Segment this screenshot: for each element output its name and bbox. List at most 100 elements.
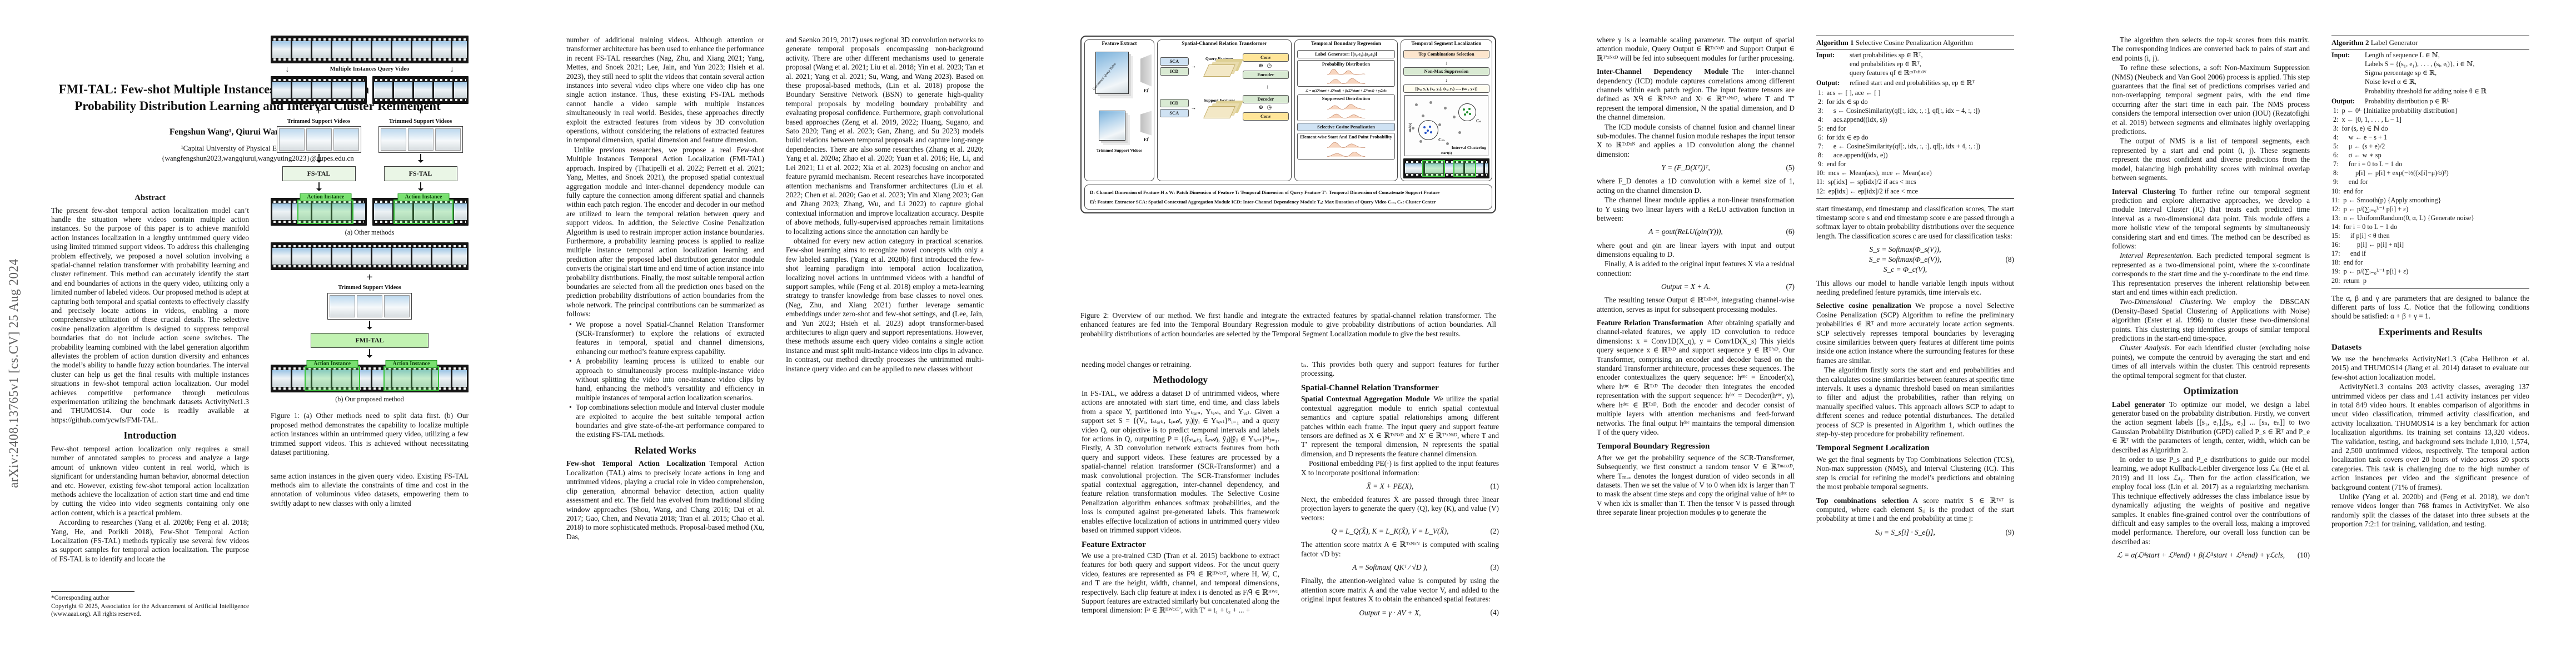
runin-text: The inter-channel dependency (ICD) modul…: [1597, 67, 1795, 122]
algorithm-output-line: Probability distribution p ∈ ℝᴸ: [2365, 97, 2450, 105]
algorithm-1-lines: 1: acs ← [ ], ace ← [ ] 2: for idx ∈ sp …: [1816, 88, 2014, 196]
equation-number: (10): [2297, 550, 2310, 559]
support-extract-row: E𝑓: [1087, 107, 1152, 146]
suppressed-distribution-label: Suppressed Distribution: [1322, 96, 1371, 101]
plus-icon: +: [366, 271, 373, 284]
query-video-stack: Untrimmed Query Video: [1092, 52, 1129, 94]
abstract-text: The present few-shot temporal action loc…: [51, 206, 249, 424]
footnote-corresponding: *Corresponding author: [51, 595, 109, 601]
figure-2-legend: D: Channel Dimension of Feature H x W: P…: [1084, 185, 1492, 210]
runin-heading: Label generator: [2112, 400, 2165, 409]
equation-2: Q = L_Q(X̄), K = L_K(X̄), V = L_V(X̄), (2…: [1301, 526, 1499, 536]
runin-heading: Interval Clustering: [2112, 187, 2176, 196]
paragraph: Finally, the attention-weighted value is…: [1301, 576, 1499, 604]
algorithm-line: 5: μ ← (s + e)/2: [2331, 142, 2385, 151]
algorithm-input: Input: start probabilities sp ∈ ℝᵀ, end pr…: [1816, 49, 2014, 77]
paragraph: number of additional training videos. Al…: [566, 36, 764, 145]
algorithm-input-line: query features qf ∈ ℝᶜˣᵀˣᴴˣᵂ: [1850, 69, 1927, 77]
algorithm-line: 2: x ← [0, 1, . . . , L − 1]: [2331, 115, 2401, 123]
support-thumb: [380, 128, 406, 151]
subcaption-a: (a) Other methods: [345, 228, 395, 237]
runin-heading: Spatial Contextual Aggregation Module: [1301, 395, 1430, 404]
panel-title: Temporal Segment Localization: [1411, 41, 1482, 47]
algorithm-line: 12: p ← p/(∑ᵢ₌₀ᴸ⁻¹ p[i] + ε): [2331, 205, 2409, 213]
paragraph: Feature Relation Transformation After obt…: [1597, 318, 1795, 437]
paragraph: Two-Dimensional Clustering. We employ the…: [2112, 297, 2310, 343]
runin-text: We utilize the spatial contextual aggreg…: [1301, 395, 1499, 458]
panel-temporal-boundary-regression: Temporal Boundary Regression Label Gener…: [1294, 39, 1398, 181]
page4-left-column: where γ is a learnable scaling parameter…: [1597, 36, 1795, 647]
algorithm-input-line: Noise level α ∈ ℝ,: [2365, 78, 2416, 86]
filmstrip-clip: [271, 76, 367, 104]
filmstrip-query-b: [271, 242, 469, 271]
equation-number: (6): [1786, 227, 1795, 236]
support-video-stack: [1099, 111, 1125, 141]
right-arrow-icon: →: [1190, 104, 1197, 111]
algorithm-label: Algorithm 2: [2331, 38, 2369, 47]
runin-heading: Few-shot Temporal Action Localization: [566, 459, 706, 468]
runin-text: After obtaining spatially and channel-re…: [1597, 318, 1795, 436]
action-instance-region: Action Instance: [297, 193, 354, 225]
algorithm-line: 9: end for: [1816, 160, 1846, 168]
non-max-suppression-box: Non-Max Suppression: [1403, 67, 1489, 76]
figure-2-frame: Feature Extract Untrimmed Query Video E𝑓: [1080, 36, 1496, 214]
footnote-copyright: Copyright © 2025, Association for the Ad…: [51, 603, 249, 618]
equation-8: S_s = Softmax(Φ_s(V)), S_e = Softmax(Φ_e…: [1816, 245, 2014, 275]
algorithm-label: Algorithm 1: [1816, 38, 1854, 47]
split-branch-right: + Trimmed Support Videos FS-TAL Action I…: [372, 76, 469, 226]
probability-curve: [1327, 142, 1366, 148]
paragraph: We use a pre-trained C3D (Tran et al. 20…: [1082, 551, 1279, 615]
probability-curve: [1327, 113, 1366, 118]
ef-label: E𝑓: [1143, 136, 1149, 142]
page2-right-column: and Saenko 2019, 2017) uses regional 3D …: [786, 36, 984, 647]
algorithm-input-line: Sigma percentage sp ∈ ℝ,: [2365, 69, 2437, 77]
algorithm-line: 9: end for: [2331, 178, 2368, 186]
probability-curve: [1327, 78, 1366, 84]
arxiv-sidebar-label: arXiv:2408.13765v1 [cs.CV] 25 Aug 2024: [7, 258, 21, 488]
algorithm-2-title: Algorithm 2 Label Generator: [2331, 36, 2529, 50]
paragraph: Label generator To optimize our model, we…: [2112, 400, 2310, 455]
experiments-heading: Experiments and Results: [2378, 326, 2483, 337]
support-thumb: [357, 295, 382, 318]
film-perforations: [273, 38, 466, 41]
figure-1-caption: Figure 1: (a) Other methods need to spli…: [271, 411, 469, 457]
algorithm-name: Label Generator: [2370, 38, 2418, 47]
query-video-rot-label: Untrimmed Query Video: [1092, 62, 1117, 91]
page-1: arXiv:2408.13765v1 [cs.CV] 25 Aug 2024 F…: [0, 0, 515, 667]
cluster-circle-green: [1458, 103, 1476, 121]
algorithm-line: 10: mcs ← Mean(acs), mce ← Mean(ace): [1816, 169, 1932, 177]
paragraph: To refine these selections, a soft Non-M…: [2112, 63, 2310, 136]
interval-clustering-plot: Cₘ Cₛ Interval Clustering start(s) end(s…: [1404, 95, 1488, 156]
runin-text: To further refine our temporal segment p…: [2112, 187, 2310, 250]
algorithm-line: 7: for i = 0 to L − 1 do: [2331, 160, 2403, 168]
legend-line-2: E𝑓: Feature Extractor SCA: Spatial Conte…: [1090, 198, 1436, 205]
fstal-box: FS-TAL: [282, 166, 356, 182]
split-clips-row: + Trimmed Support Videos FS-TAL Action I…: [271, 76, 469, 226]
fmital-box: FMI-TAL: [311, 333, 428, 349]
contribution-item: A probability learning process is utiliz…: [566, 357, 764, 402]
page-4: where γ is a learnable scaling parameter…: [1546, 0, 2061, 667]
interval-clustering-label: Interval Clustering: [1451, 145, 1486, 150]
methodology-heading: Methodology: [1153, 374, 1208, 386]
algorithm-1-box: Algorithm 1 Selective Cosine Penalizatio…: [1816, 36, 2014, 199]
paragraph: We use the benchmarks ActivityNet1.3 (Ca…: [2331, 354, 2529, 381]
conv-box: Conv: [1242, 53, 1289, 62]
query-video-label: Multiple Instances Query Video: [330, 66, 410, 72]
paragraph: Finally, A is added to the original inpu…: [1597, 260, 1795, 277]
plus-icon: +: [315, 104, 322, 117]
algorithm-line: 11: sp[idx] ← sp[idx]/2 if acs < mcs: [1816, 178, 1916, 186]
equation-formula: Output = γ · AV + X,: [1359, 608, 1421, 617]
support-thumb: [384, 295, 410, 318]
panel-title: Temporal Boundary Regression: [1311, 41, 1382, 47]
runin-text: For each identified cluster (excluding n…: [2112, 344, 2310, 380]
runin-heading: Selective cosine penalization: [1816, 301, 1911, 310]
query-features-stack: [1203, 64, 1236, 77]
page-5: The algorithm then selects the top-k sco…: [2061, 0, 2576, 667]
subcaption-b: (b) Our proposed method: [335, 395, 404, 404]
algorithm-line: 1: p ← 0ᴸ {Initialize probability distri…: [2331, 106, 2458, 115]
fstal-box: FS-TAL: [383, 166, 457, 182]
paragraph: Few-shot Temporal Action Localization Tem…: [566, 459, 764, 541]
algorithm-line: 4: acs.append((idx, s)): [1816, 115, 1887, 123]
down-arrow: [417, 182, 423, 192]
